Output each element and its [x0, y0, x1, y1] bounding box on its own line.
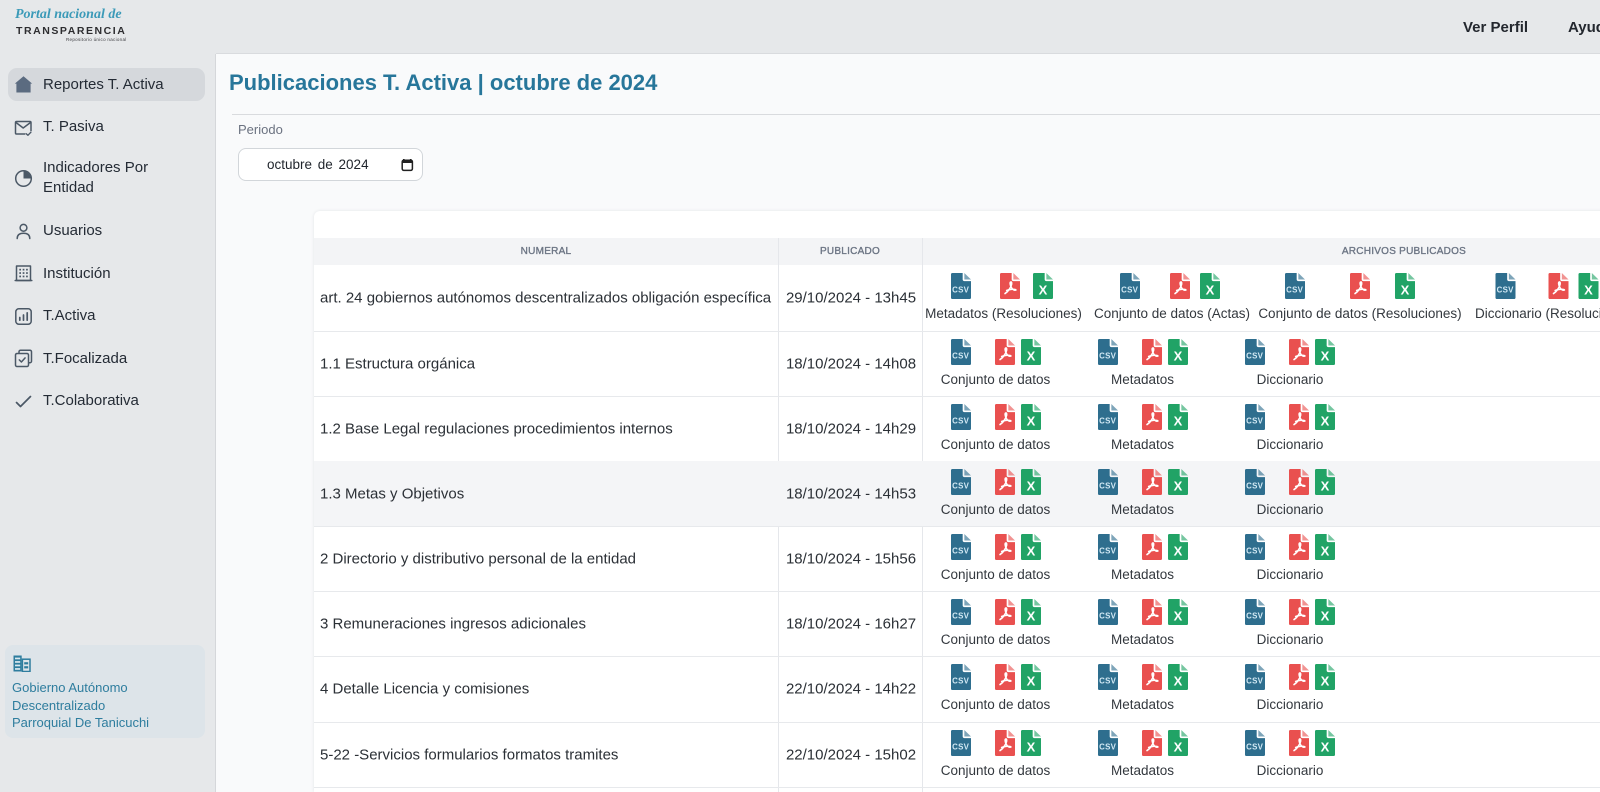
- svg-text:X: X: [1039, 282, 1048, 297]
- svg-text:X: X: [1321, 739, 1330, 754]
- svg-text:CSV: CSV: [1246, 742, 1264, 751]
- svg-text:CSV: CSV: [952, 611, 970, 620]
- svg-text:X: X: [1026, 739, 1035, 754]
- svg-text:CSV: CSV: [1099, 742, 1117, 751]
- svg-text:X: X: [1321, 348, 1330, 363]
- svg-text:CSV: CSV: [952, 481, 970, 490]
- svg-text:X: X: [1321, 543, 1330, 558]
- svg-text:CSV: CSV: [952, 416, 970, 425]
- svg-text:CSV: CSV: [952, 676, 970, 685]
- svg-text:X: X: [1205, 282, 1214, 297]
- svg-text:X: X: [1026, 348, 1035, 363]
- svg-text:CSV: CSV: [1099, 546, 1117, 555]
- svg-text:X: X: [1026, 673, 1035, 688]
- svg-text:CSV: CSV: [1099, 481, 1117, 490]
- svg-text:X: X: [1026, 543, 1035, 558]
- svg-text:CSV: CSV: [1246, 481, 1264, 490]
- svg-text:X: X: [1173, 543, 1182, 558]
- svg-text:CSV: CSV: [952, 546, 970, 555]
- svg-text:X: X: [1173, 413, 1182, 428]
- svg-text:CSV: CSV: [1246, 546, 1264, 555]
- svg-text:CSV: CSV: [1099, 351, 1117, 360]
- svg-text:X: X: [1321, 478, 1330, 493]
- svg-text:X: X: [1026, 413, 1035, 428]
- svg-text:X: X: [1321, 608, 1330, 623]
- svg-text:X: X: [1173, 608, 1182, 623]
- svg-text:CSV: CSV: [1099, 416, 1117, 425]
- svg-text:X: X: [1321, 673, 1330, 688]
- svg-text:CSV: CSV: [952, 351, 970, 360]
- svg-text:X: X: [1401, 282, 1410, 297]
- svg-text:CSV: CSV: [1246, 611, 1264, 620]
- svg-text:X: X: [1026, 608, 1035, 623]
- svg-text:X: X: [1173, 478, 1182, 493]
- svg-text:X: X: [1321, 413, 1330, 428]
- svg-text:CSV: CSV: [1246, 351, 1264, 360]
- svg-text:CSV: CSV: [1497, 285, 1515, 294]
- svg-text:CSV: CSV: [1099, 611, 1117, 620]
- svg-text:X: X: [1173, 673, 1182, 688]
- svg-text:CSV: CSV: [1246, 416, 1264, 425]
- svg-text:X: X: [1173, 739, 1182, 754]
- svg-text:CSV: CSV: [1246, 676, 1264, 685]
- svg-text:CSV: CSV: [1099, 676, 1117, 685]
- svg-text:X: X: [1584, 282, 1593, 297]
- svg-text:X: X: [1026, 478, 1035, 493]
- svg-text:CSV: CSV: [952, 285, 970, 294]
- svg-text:X: X: [1173, 348, 1182, 363]
- svg-text:CSV: CSV: [1121, 285, 1139, 294]
- svg-text:CSV: CSV: [1286, 285, 1304, 294]
- svg-text:CSV: CSV: [952, 742, 970, 751]
